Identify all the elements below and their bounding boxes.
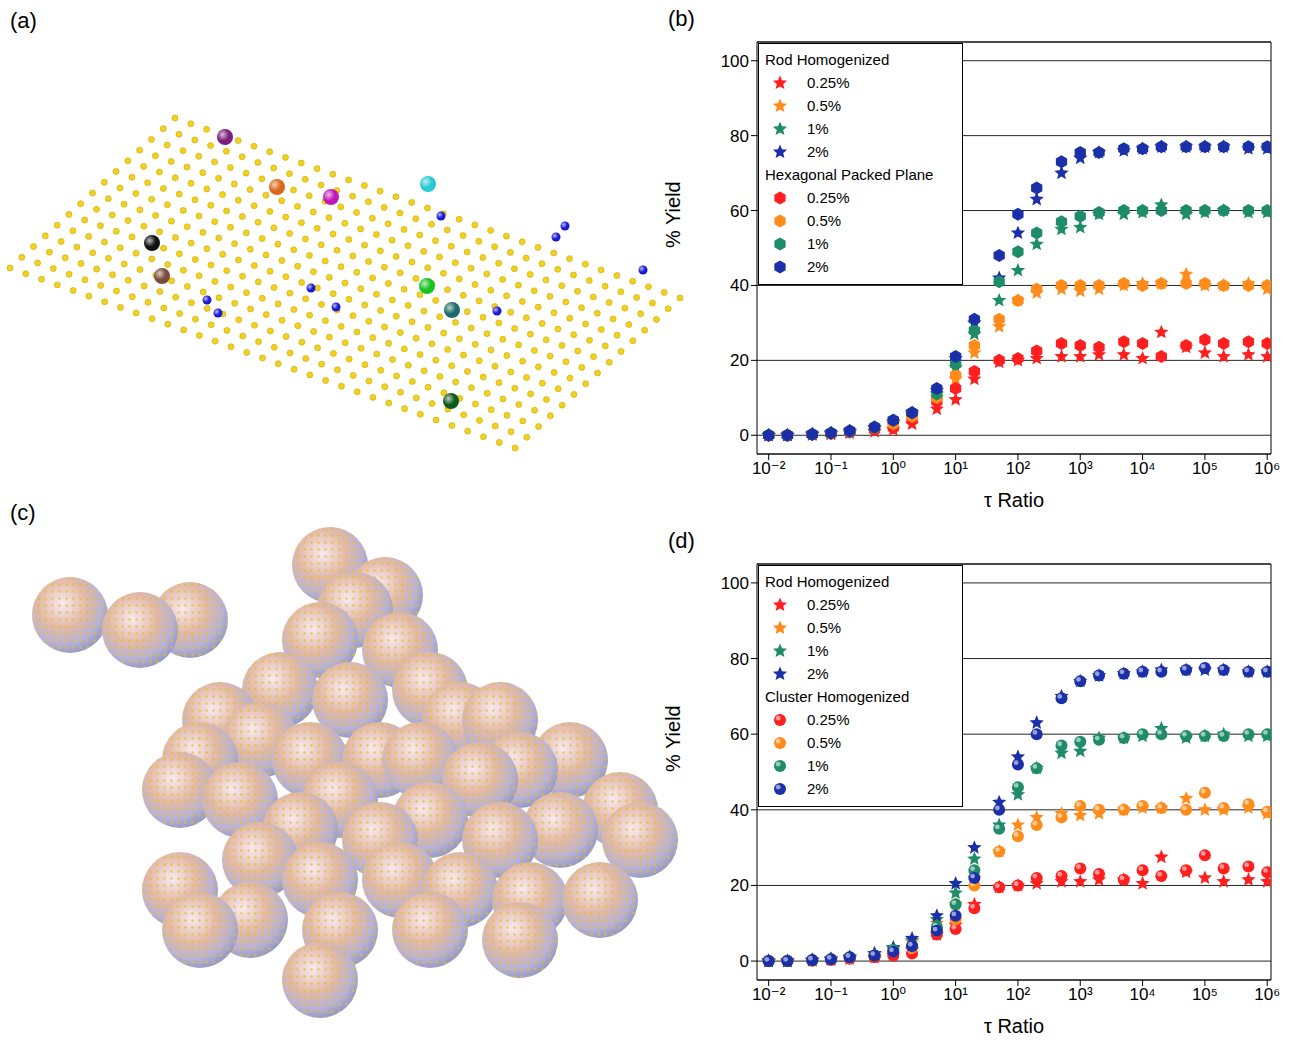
svg-text:% Yield: % Yield [662, 181, 684, 248]
svg-text:10⁴: 10⁴ [1129, 985, 1155, 1004]
html-text:(d): (d) [668, 528, 695, 553]
html-text:Rod Homogenized: Rod Homogenized [765, 51, 890, 68]
svg-text:10³: 10³ [1068, 459, 1093, 478]
svg-text:10⁰: 10⁰ [880, 985, 906, 1004]
html-text:0.25%: 0.25% [807, 711, 850, 728]
svg-text:10⁵: 10⁵ [1192, 459, 1218, 478]
svg-text:10⁻¹: 10⁻¹ [814, 459, 848, 478]
html-text:Rod Homogenized: Rod Homogenized [765, 573, 890, 590]
svg-text:10⁰: 10⁰ [880, 459, 906, 478]
svg-text:10⁻²: 10⁻² [752, 985, 786, 1004]
svg-text:0: 0 [740, 952, 749, 971]
svg-text:40: 40 [730, 801, 749, 820]
html-text:1%: 1% [807, 757, 829, 774]
svg-text:10⁶: 10⁶ [1254, 985, 1280, 1004]
svg-text:10²: 10² [1006, 985, 1031, 1004]
html-text:0.5%: 0.5% [807, 734, 842, 751]
html-text:(c): (c) [10, 500, 36, 525]
svg-text:80: 80 [730, 127, 749, 146]
svg-text:10⁶: 10⁶ [1254, 459, 1280, 478]
svg-text:10²: 10² [1006, 459, 1031, 478]
html-text:2%: 2% [807, 258, 829, 275]
svg-text:10¹: 10¹ [943, 985, 968, 1004]
html-text:2%: 2% [807, 143, 829, 160]
html-text:2%: 2% [807, 780, 829, 797]
html-text:1%: 1% [807, 120, 829, 137]
svg-text:40: 40 [730, 276, 749, 295]
html-text:0.25%: 0.25% [807, 596, 850, 613]
svg-text:60: 60 [730, 725, 749, 744]
svg-text:100: 100 [721, 52, 749, 71]
html-text:2%: 2% [807, 665, 829, 682]
html-text:Cluster Homogenized: Cluster Homogenized [765, 688, 910, 705]
html-text:0.5%: 0.5% [807, 212, 842, 229]
html-text:0.25%: 0.25% [807, 189, 850, 206]
html-text:0.5%: 0.5% [807, 97, 842, 114]
svg-text:10⁻¹: 10⁻¹ [814, 985, 848, 1004]
svg-text:10³: 10³ [1068, 985, 1093, 1004]
svg-text:10⁻²: 10⁻² [752, 459, 786, 478]
svg-text:20: 20 [730, 876, 749, 895]
html-text:Hexagonal Packed Plane: Hexagonal Packed Plane [765, 166, 934, 183]
svg-text:60: 60 [730, 202, 749, 221]
svg-text:20: 20 [730, 351, 749, 370]
svg-text:10⁴: 10⁴ [1129, 459, 1155, 478]
html-text:(a): (a) [10, 8, 37, 33]
svg-text:10⁵: 10⁵ [1192, 985, 1218, 1004]
html-text:0.25%: 0.25% [807, 74, 850, 91]
svg-text:10¹: 10¹ [943, 459, 968, 478]
html-text:1%: 1% [807, 642, 829, 659]
svg-text:0: 0 [740, 426, 749, 445]
html-text:(b): (b) [668, 6, 695, 31]
html-text:0.5%: 0.5% [807, 619, 842, 636]
svg-text:% Yield: % Yield [662, 705, 684, 772]
svg-text:80: 80 [730, 650, 749, 669]
svg-text:τ Ratio: τ Ratio [984, 489, 1044, 511]
html-text:1%: 1% [807, 235, 829, 252]
svg-text:100: 100 [721, 574, 749, 593]
svg-text:τ Ratio: τ Ratio [984, 1015, 1044, 1037]
